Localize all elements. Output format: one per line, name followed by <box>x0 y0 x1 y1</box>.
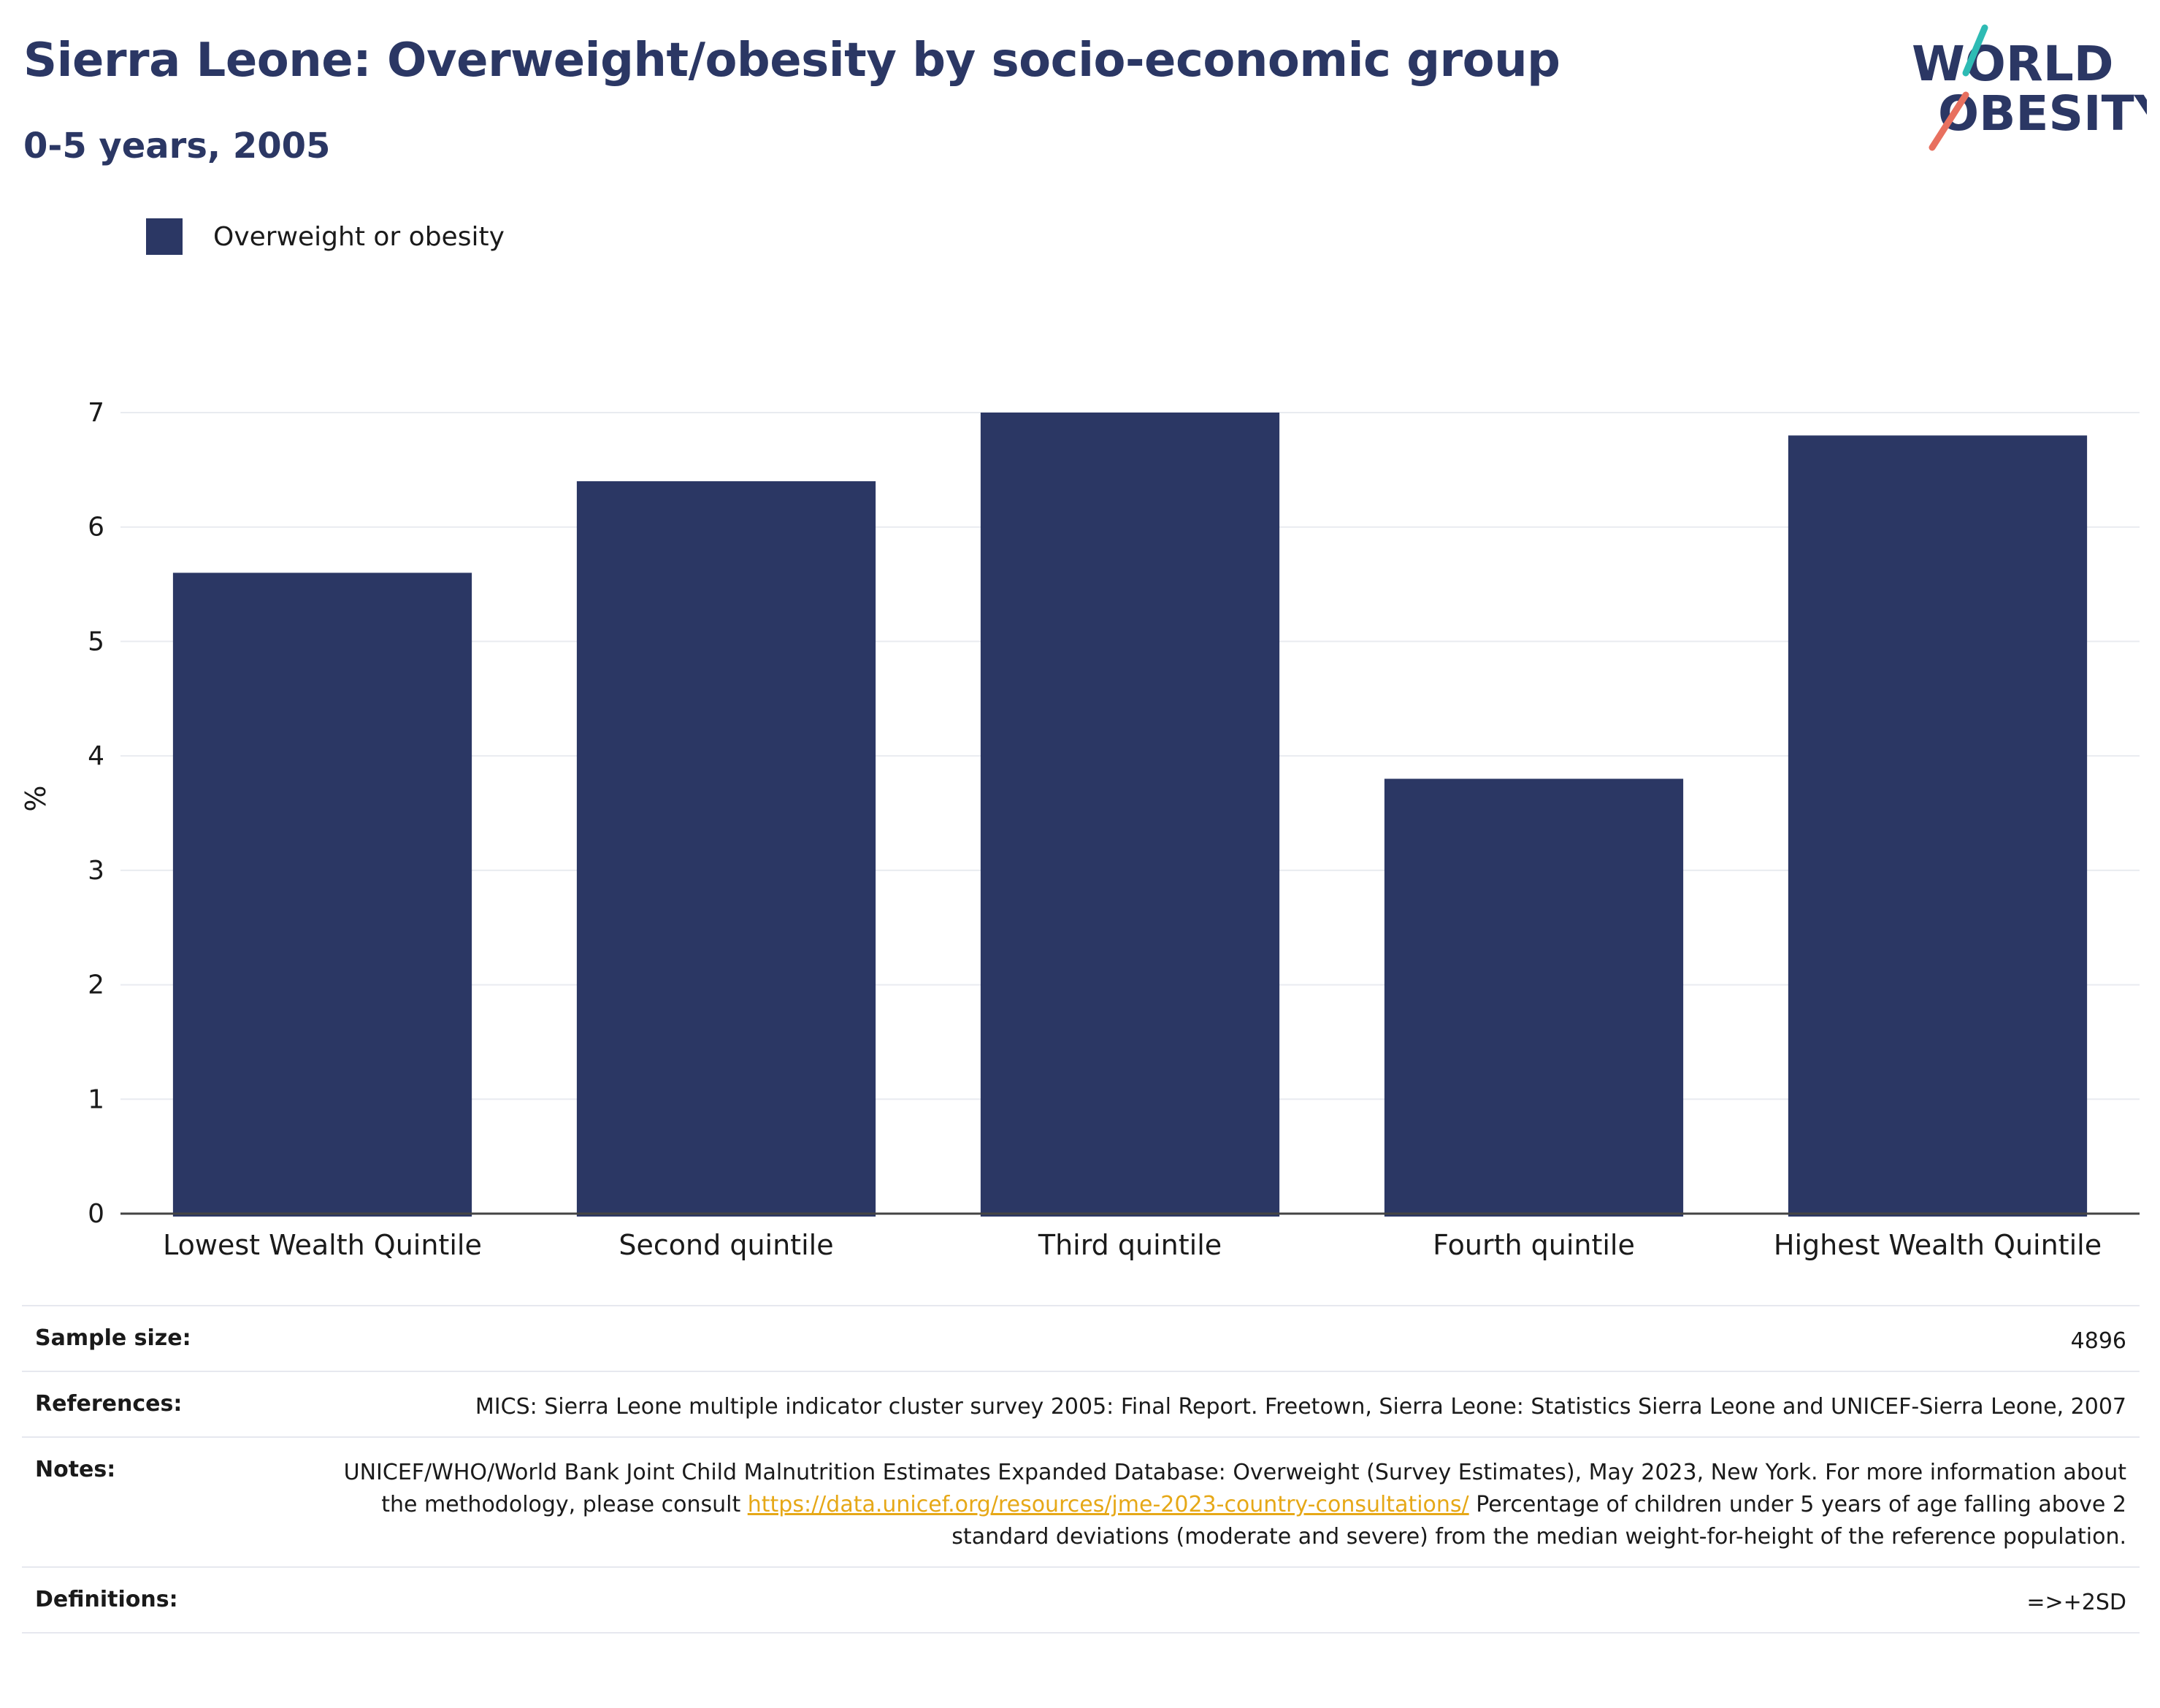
logo-slash-teal <box>1962 24 1988 77</box>
bar <box>1384 778 1684 1217</box>
y-tick-label: 0 <box>88 1199 104 1229</box>
logo-word-2: OBESITY <box>1938 85 2147 142</box>
x-tick-label: Third quintile <box>1038 1229 1222 1261</box>
x-tick-label: Fourth quintile <box>1433 1229 1635 1261</box>
references-row: References: MICS: Sierra Leone multiple … <box>22 1371 2140 1436</box>
references-value: MICS: Sierra Leone multiple indicator cl… <box>475 1394 2126 1420</box>
chart-legend: Overweight or obesity <box>146 216 505 257</box>
info-table: Sample size: 4896 References: MICS: Sier… <box>22 1305 2140 1634</box>
legend-label: Overweight or obesity <box>213 221 505 252</box>
y-tick-label: 7 <box>88 398 104 428</box>
sample-size-row: Sample size: 4896 <box>22 1305 2140 1371</box>
bar <box>172 572 472 1217</box>
sample-size-value: 4896 <box>2070 1328 2126 1354</box>
bar <box>576 481 876 1217</box>
logo-slash-coral <box>1929 91 1969 151</box>
world-obesity-logo: WORLD OBESITY <box>1912 24 2147 151</box>
notes-row: Notes: UNICEF/WHO/World Bank Joint Child… <box>22 1436 2140 1566</box>
chart-subtitle: 0-5 years, 2005 <box>23 126 331 166</box>
y-tick-label: 3 <box>88 856 104 886</box>
references-label: References: <box>35 1391 183 1417</box>
bar <box>980 413 1280 1217</box>
bar <box>1788 435 2088 1217</box>
notes-label: Notes: <box>35 1457 116 1482</box>
legend-swatch <box>146 218 183 255</box>
y-tick-label: 2 <box>88 970 104 1000</box>
x-tick-label: Second quintile <box>618 1229 833 1261</box>
methodology-link[interactable]: https://data.unicef.org/resources/jme-20… <box>747 1492 1469 1517</box>
definitions-row: Definitions: =>+2SD <box>22 1566 2140 1634</box>
y-tick-label: 1 <box>88 1084 104 1114</box>
notes-text-after: Percentage of children under 5 years of … <box>951 1492 2126 1550</box>
notes-value: UNICEF/WHO/World Bank Joint Child Malnut… <box>315 1457 2126 1553</box>
notes-text: UNICEF/WHO/World Bank Joint Child Malnut… <box>343 1460 2126 1517</box>
y-axis-label: % <box>20 785 52 811</box>
x-tick-label: Lowest Wealth Quintile <box>163 1229 482 1261</box>
bar-chart: 0 1 2 3 4 5 6 7% Lowest Wealth Quintile Second qu… <box>20 398 2140 1261</box>
logo-word-1: WORLD <box>1912 36 2114 92</box>
definitions-value: =>+2SD <box>2026 1590 2126 1615</box>
chart-title: Sierra Leone: Overweight/obesity by soci… <box>23 34 1560 88</box>
y-tick-label: 5 <box>88 627 104 656</box>
definitions-label: Definitions: <box>35 1587 178 1612</box>
y-tick-label: 4 <box>88 741 104 771</box>
y-tick-label: 6 <box>88 513 104 543</box>
x-tick-label: Highest Wealth Quintile <box>1774 1229 2102 1261</box>
sample-size-label: Sample size: <box>35 1325 191 1351</box>
